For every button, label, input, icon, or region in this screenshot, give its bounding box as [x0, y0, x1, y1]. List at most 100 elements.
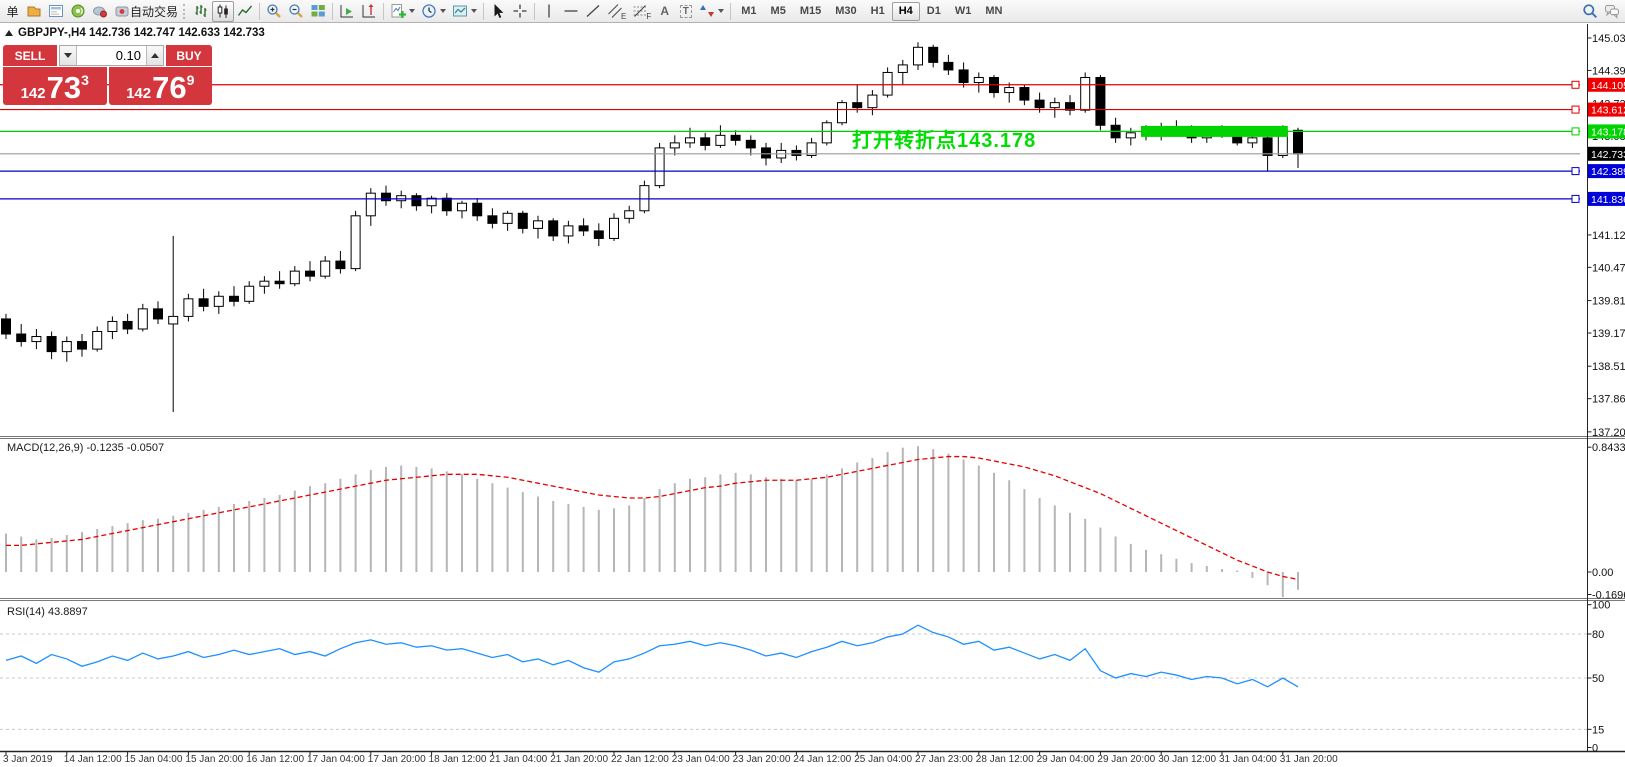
- periods-button[interactable]: [418, 1, 449, 22]
- toolbar-separator: [483, 2, 485, 20]
- timeframe-mn-button[interactable]: MN: [978, 2, 1009, 21]
- toolbar-grip: [183, 3, 186, 19]
- candle-chart-button[interactable]: [212, 0, 235, 22]
- timeframe-d1-button[interactable]: D1: [920, 2, 948, 21]
- volume-stepper: 0.10: [59, 45, 164, 66]
- buy-button[interactable]: BUY: [166, 45, 212, 66]
- rsi-indicator-label: RSI(14) 43.8897: [7, 606, 88, 618]
- dropdown-arrow-icon: [718, 9, 725, 13]
- svg-text:139.170: 139.170: [1592, 328, 1625, 340]
- sell-price-big: 73: [46, 70, 82, 106]
- svg-text:144.390: 144.390: [1592, 65, 1625, 77]
- cursor-button[interactable]: [487, 1, 509, 22]
- svg-text:138.510: 138.510: [1592, 361, 1625, 373]
- trendline-tool-button[interactable]: [582, 1, 604, 22]
- svg-text:29 Jan 04:00: 29 Jan 04:00: [1037, 754, 1095, 765]
- volume-decrease-button[interactable]: [60, 46, 77, 65]
- cursor-icon: [494, 4, 504, 18]
- line-chart-button[interactable]: [234, 1, 256, 22]
- svg-text:29 Jan 20:00: 29 Jan 20:00: [1097, 754, 1155, 765]
- data-window-button[interactable]: [45, 1, 67, 22]
- svg-text:143.178: 143.178: [1591, 126, 1625, 138]
- signals-button[interactable]: [67, 1, 89, 22]
- profiles-button[interactable]: [23, 1, 45, 22]
- svg-text:0: 0: [1592, 743, 1598, 755]
- bar-chart-icon: [195, 5, 207, 17]
- buy-price-pip: 9: [186, 72, 195, 88]
- auto-scroll-button[interactable]: [336, 1, 358, 22]
- toolbar-separator: [383, 2, 385, 20]
- new-order-button[interactable]: 单: [2, 1, 23, 22]
- text-tool-button[interactable]: A: [654, 1, 675, 22]
- chart-shift-button[interactable]: [358, 1, 380, 22]
- svg-text:137.205: 137.205: [1592, 427, 1625, 439]
- svg-text:16 Jan 12:00: 16 Jan 12:00: [246, 754, 304, 765]
- fibonacci-letter: F: [646, 11, 652, 21]
- volume-increase-button[interactable]: [146, 46, 163, 65]
- svg-text:30 Jan 12:00: 30 Jan 12:00: [1158, 754, 1216, 765]
- chat-bubbles-icon: [1605, 5, 1619, 19]
- zoom-in-button[interactable]: [263, 1, 285, 22]
- collapse-quote-icon[interactable]: [5, 30, 13, 36]
- timeframe-m15-button[interactable]: M15: [793, 2, 828, 21]
- timeframe-h1-button[interactable]: H1: [864, 2, 892, 21]
- timeframe-m1-button[interactable]: M1: [734, 2, 763, 21]
- svg-text:141.836: 141.836: [1591, 194, 1625, 206]
- clock-icon: [422, 4, 436, 18]
- timeframe-m30-button[interactable]: M30: [828, 2, 863, 21]
- fibonacci-tool-button[interactable]: F: [629, 1, 654, 22]
- bar-chart-button[interactable]: [190, 1, 212, 22]
- svg-text:17 Jan 04:00: 17 Jan 04:00: [307, 754, 365, 765]
- rsi-value: 43.8897: [47, 606, 88, 618]
- svg-text:50: 50: [1592, 673, 1604, 685]
- svg-text:0.00: 0.00: [1592, 567, 1613, 579]
- templates-button[interactable]: [449, 1, 480, 22]
- indicators-button[interactable]: [387, 1, 418, 22]
- svg-text:17 Jan 20:00: 17 Jan 20:00: [368, 754, 426, 765]
- svg-text:24 Jan 12:00: 24 Jan 12:00: [793, 754, 851, 765]
- svg-text:142.733: 142.733: [1591, 149, 1625, 161]
- macd-indicator-label: MACD(12,26,9) -0.1235 -0.0507: [7, 442, 164, 454]
- volume-input[interactable]: 0.10: [115, 48, 141, 63]
- channel-letter: E: [621, 11, 627, 21]
- svg-text:100: 100: [1592, 600, 1610, 612]
- toolbar-separator: [730, 2, 732, 20]
- svg-text:18 Jan 12:00: 18 Jan 12:00: [429, 754, 487, 765]
- crosshair-button[interactable]: [509, 1, 531, 22]
- chart-annotation-text[interactable]: 打开转折点143.178: [852, 130, 1037, 152]
- autotrade-button[interactable]: 自动交易: [111, 1, 181, 22]
- tile-windows-button[interactable]: [307, 1, 329, 22]
- timeframe-w1-button[interactable]: W1: [948, 2, 979, 21]
- buy-price-main: 142: [126, 85, 152, 102]
- sell-price-button[interactable]: 142 73 3: [3, 67, 107, 105]
- svg-text:23 Jan 20:00: 23 Jan 20:00: [733, 754, 791, 765]
- search-button[interactable]: [1579, 1, 1601, 22]
- timeframe-m5-button[interactable]: M5: [764, 2, 793, 21]
- chat-button[interactable]: [1601, 1, 1623, 22]
- vertical-line-tool-button[interactable]: [538, 1, 560, 22]
- svg-text:21 Jan 20:00: 21 Jan 20:00: [550, 754, 608, 765]
- arrows-tool-button[interactable]: [696, 1, 727, 22]
- horizontal-line-icon: [564, 10, 578, 12]
- dropdown-arrow-icon: [440, 9, 447, 13]
- zoom-out-button[interactable]: [285, 1, 307, 22]
- sell-button[interactable]: SELL: [3, 45, 57, 66]
- channel-tool-button[interactable]: E: [604, 1, 629, 22]
- svg-text:3 Jan 2019: 3 Jan 2019: [3, 754, 53, 765]
- timeframe-h4-button[interactable]: H4: [891, 1, 920, 21]
- templates-icon: [453, 5, 468, 17]
- market-button[interactable]: [89, 1, 111, 22]
- market-icon: [93, 6, 107, 18]
- indicators-icon: [391, 4, 407, 18]
- svg-text:15 Jan 04:00: 15 Jan 04:00: [125, 754, 183, 765]
- text-label-tool-button[interactable]: T: [675, 1, 696, 22]
- buy-price-button[interactable]: 142 76 9: [108, 67, 212, 105]
- tile-windows-icon: [311, 5, 325, 17]
- symbol-title[interactable]: GBPJPY-,H4 142.736 142.747 142.633 142.7…: [5, 27, 265, 39]
- search-icon: [1583, 4, 1597, 18]
- text-label-letter: T: [679, 4, 692, 18]
- svg-text:31 Jan 20:00: 31 Jan 20:00: [1280, 754, 1338, 765]
- horizontal-line-tool-button[interactable]: [560, 1, 582, 22]
- timeframe-group: M1 M5 M15 M30 H1 H4 D1 W1 MN: [734, 1, 1009, 21]
